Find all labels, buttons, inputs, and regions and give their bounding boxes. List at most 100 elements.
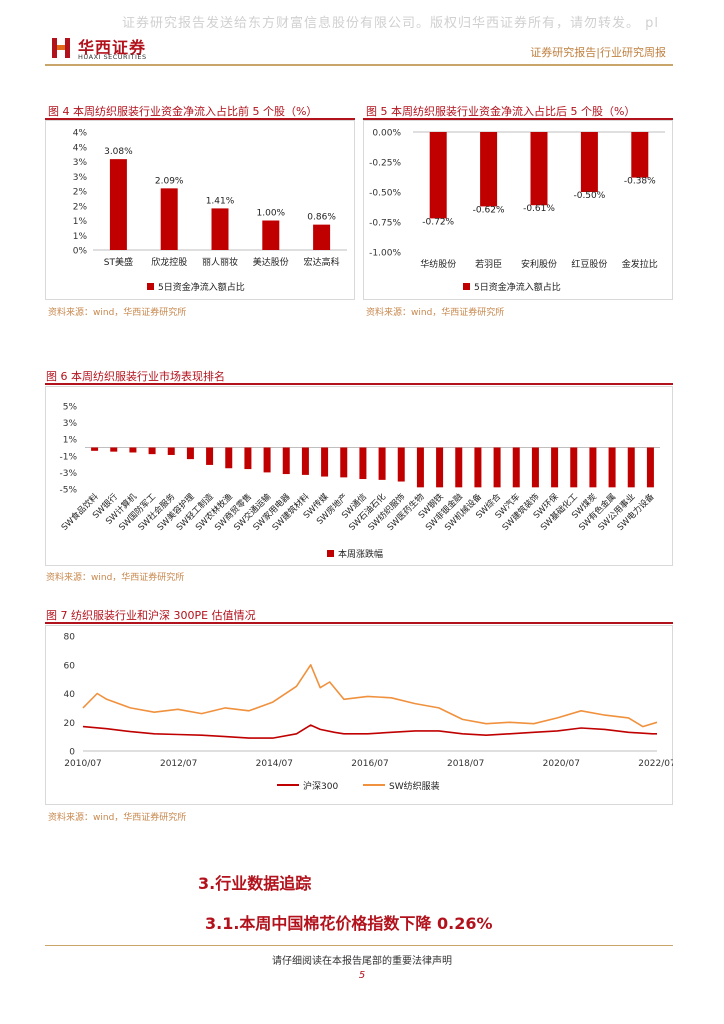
fig7-chart: 0 20 40 60 80 2010/07 2012/07 2014/07 2016/07 201…: [45, 625, 673, 805]
fig6-bar: [91, 447, 99, 451]
fig5-y-tick-label: -1.00%: [369, 249, 401, 259]
fig4-y-tick-label: 0%: [73, 247, 88, 257]
fig7-x-tick-label: 2012/07: [160, 759, 197, 769]
report-type: 证券研究报告|行业研究周报: [530, 46, 666, 59]
fig6-title-rule: [45, 383, 673, 385]
fig4-y-tick-label: 3%: [73, 158, 88, 168]
fig5-chart: 0.00% -0.25% -0.50% -0.75% -1.00% -0.72% 华纺股份 -…: [363, 120, 673, 300]
fig5-y-tick-label: -0.25%: [369, 159, 401, 169]
fig7-x-tick-label: 2020/07: [543, 759, 580, 769]
fig4-category-label: 美达股份: [253, 256, 289, 268]
watermark: 证券研究报告发送给东方财富信息股份有限公司。版权归华西证券所有，请勿转发。 pl: [122, 16, 659, 31]
fig7-x-tick-label: 2014/07: [256, 759, 293, 769]
fig4-title-rule: [45, 118, 355, 120]
fig7-x-tick-label: 2016/07: [351, 759, 388, 769]
logo-name-en: HUAXI SECURITIES: [78, 53, 147, 61]
fig6-source: 资料来源：wind，华西证券研究所: [46, 573, 185, 583]
fig4-bar: [211, 208, 229, 250]
fig6-bar: [397, 447, 405, 482]
fig5-bar: [580, 132, 598, 192]
fig5-value-label: -0.61%: [523, 204, 555, 214]
fig4-category-label: 丽人丽妆: [202, 256, 238, 268]
fig6-bar: [129, 447, 137, 453]
fig6-bar: [531, 447, 539, 488]
fig7-y-tick-label: 20: [64, 719, 76, 729]
fig5-y-tick-label: -0.75%: [369, 219, 401, 229]
fig6-y-tick-label: 5%: [63, 403, 78, 413]
fig4-value-label: 0.86%: [307, 213, 336, 223]
fig6-bar: [455, 447, 463, 488]
fig4-bar: [160, 188, 178, 250]
fig5-value-label: -0.72%: [422, 217, 454, 227]
fig4-value-label: 3.08%: [104, 147, 133, 157]
fig6-bar: [282, 447, 290, 475]
fig6-y-tick-label: -1%: [59, 452, 77, 462]
fig6-bar: [110, 447, 118, 452]
huaxi-logo-icon: [52, 38, 70, 58]
fig4-bar: [262, 220, 280, 250]
fig7-y-tick-label: 80: [64, 633, 76, 643]
fig5-value-label: -0.38%: [624, 177, 656, 187]
fig7-legend-label-hs300: 沪深300: [303, 780, 338, 792]
fig6-bar: [570, 447, 578, 488]
fig6-bar: [340, 447, 348, 478]
fig4-value-label: 1.41%: [206, 196, 235, 206]
fig6-bar: [646, 447, 654, 488]
fig4-y-tick-label: 4%: [73, 143, 88, 153]
fig6-title: 图 6 本周纺织服装行业市场表现排名: [46, 370, 225, 383]
fig4-y-tick-label: 1%: [73, 217, 88, 227]
fig5-bar: [480, 132, 498, 207]
fig6-bar: [301, 447, 309, 475]
fig5-y-tick-label: -0.50%: [369, 189, 401, 199]
fig5-title: 图 5 本周纺织服装行业资金净流入占比后 5 个股（%）: [366, 105, 636, 118]
fig6-bar: [416, 447, 424, 488]
fig4-value-label: 1.00%: [257, 209, 286, 219]
fig4-source: 资料来源：wind，华西证券研究所: [48, 308, 187, 318]
fig6-legend-swatch: [327, 550, 334, 557]
fig5-value-label: -0.62%: [473, 205, 505, 215]
fig5-legend-swatch: [463, 283, 470, 290]
fig6-bar: [589, 447, 597, 488]
fig5-category-label: 若羽臣: [475, 258, 502, 270]
fig6-y-tick-label: 3%: [63, 419, 78, 429]
fig5-category-label: 金发拉比: [622, 258, 658, 270]
section-heading-3-1: 3.1.本周中国棉花价格指数下降 0.26%: [205, 914, 493, 933]
fig6-chart: 5%3%1%-1%-3%-5%SW食品饮料SW银行SW计算机SW国防军工SW社会…: [45, 386, 673, 566]
page-number: 5: [358, 970, 366, 981]
fig6-bar: [186, 447, 194, 460]
fig4-legend-label: 5日资金净流入额占比: [158, 281, 245, 293]
fig7-x-tick-label: 2018/07: [447, 759, 484, 769]
fig6-frame: [45, 386, 673, 566]
fig4-frame: [45, 120, 355, 300]
fig5-bar: [631, 132, 649, 178]
fig7-line-hs300: [82, 724, 657, 739]
fig4-value-label: 2.09%: [155, 176, 184, 186]
fig6-y-tick-label: -5%: [59, 486, 77, 496]
fig6-bar: [512, 447, 520, 488]
fig6-bar: [225, 447, 233, 469]
section-heading-3: 3.行业数据追踪: [198, 874, 312, 893]
fig6-bar: [493, 447, 501, 488]
fig6-bar: [627, 447, 635, 488]
fig4-chart: 0% 1% 1% 2% 2% 3% 3% 4% 4% 3.08% ST美盛 2.09% 欣龙控股 1.41…: [45, 120, 355, 300]
footer-disclaimer: 请仔细阅读在本报告尾部的重要法律声明: [272, 956, 452, 967]
fig7-title: 图 7 纺织服装行业和沪深 300PE 估值情况: [46, 609, 256, 622]
logo-name-cn: 华西证券: [78, 38, 147, 57]
fig6-y-tick-label: 1%: [63, 436, 78, 446]
fig6-y-tick-label: -3%: [59, 469, 77, 479]
fig5-title-rule: [363, 118, 673, 120]
fig5-category-label: 安利股份: [521, 258, 557, 270]
fig4-y-tick-label: 4%: [73, 129, 88, 139]
fig6-bar: [263, 447, 271, 473]
fig4-legend-swatch: [147, 283, 154, 290]
footer-divider: [45, 945, 673, 946]
fig4-category-label: 欣龙控股: [151, 256, 187, 268]
fig7-source: 资料来源：wind，华西证券研究所: [48, 813, 187, 823]
fig6-bar: [551, 447, 559, 488]
fig5-value-label: -0.50%: [573, 191, 605, 201]
fig5-source: 资料来源：wind，华西证券研究所: [366, 308, 505, 318]
fig4-bar: [313, 224, 331, 250]
fig7-line-sw-textile: [82, 663, 658, 728]
fig7-x-tick-label: 2010/07: [64, 759, 101, 769]
fig4-y-tick-label: 2%: [73, 202, 88, 212]
